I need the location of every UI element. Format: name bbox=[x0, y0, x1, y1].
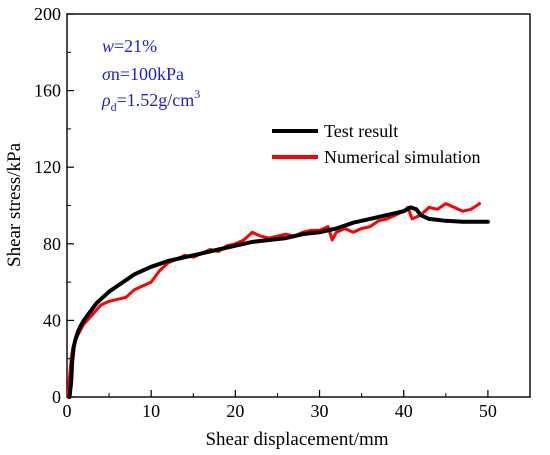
series-line-numerical-simulation bbox=[66, 202, 481, 399]
y-tick-label: 80 bbox=[43, 234, 61, 254]
y-tick-label: 0 bbox=[52, 387, 61, 407]
annotation-density: ρd=1.52g/cm3 bbox=[101, 87, 200, 114]
legend-label-test-result: Test result bbox=[324, 121, 398, 141]
legend: Test result Numerical simulation bbox=[272, 121, 480, 167]
x-tick-label: 40 bbox=[395, 401, 413, 421]
x-tick-label: 0 bbox=[63, 401, 72, 421]
annotation-moisture: w=21% bbox=[102, 36, 157, 56]
y-axis-title: Shear stress/kPa bbox=[4, 142, 25, 267]
y-tick-label: 200 bbox=[34, 4, 61, 24]
x-tick-label: 10 bbox=[142, 401, 160, 421]
axis-ticks: 0 10 20 30 40 50 0 40 80 120 160 200 bbox=[34, 4, 497, 421]
y-tick-label: 120 bbox=[34, 157, 61, 177]
y-tick-label: 160 bbox=[34, 81, 61, 101]
x-tick-label: 20 bbox=[226, 401, 244, 421]
y-tick-label: 40 bbox=[43, 310, 61, 330]
legend-label-numerical-simulation: Numerical simulation bbox=[324, 147, 480, 167]
x-tick-label: 50 bbox=[479, 401, 497, 421]
x-tick-label: 30 bbox=[311, 401, 329, 421]
series-layer bbox=[66, 202, 490, 399]
annotation-normal-stress: σn=100kPa bbox=[102, 64, 184, 84]
series-line-test-result bbox=[67, 205, 490, 399]
x-axis-title: Shear displacement/mm bbox=[205, 429, 388, 450]
